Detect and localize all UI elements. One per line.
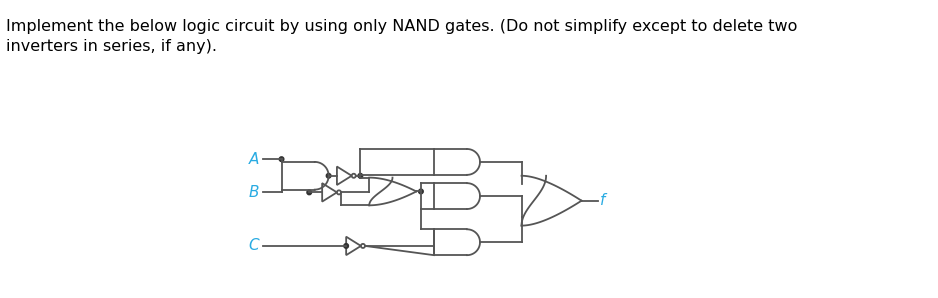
Text: A: A (249, 152, 260, 167)
Circle shape (418, 189, 423, 194)
Text: f: f (600, 193, 605, 208)
Circle shape (307, 190, 311, 195)
Text: inverters in series, if any).: inverters in series, if any). (7, 39, 218, 54)
Circle shape (358, 173, 363, 178)
Text: B: B (249, 185, 260, 200)
Text: C: C (249, 238, 260, 253)
Circle shape (280, 157, 284, 162)
Text: Implement the below logic circuit by using only NAND gates. (Do not simplify exc: Implement the below logic circuit by usi… (7, 19, 798, 34)
Circle shape (344, 243, 348, 248)
Circle shape (326, 173, 331, 178)
